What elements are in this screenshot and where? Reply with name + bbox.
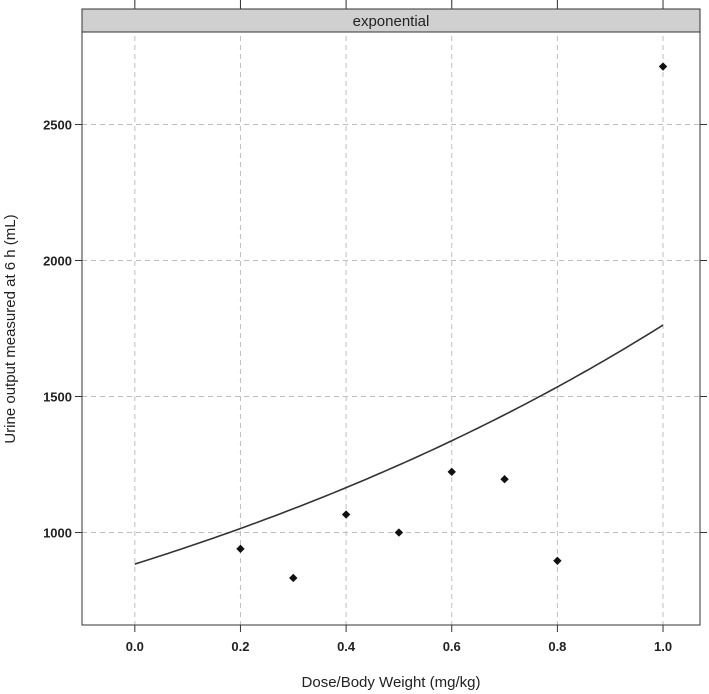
y-tick-label: 1000 bbox=[43, 526, 72, 541]
x-tick-label: 0.8 bbox=[548, 639, 566, 654]
x-tick-label: 0.4 bbox=[337, 639, 356, 654]
data-point bbox=[553, 556, 562, 566]
y-axis-title: Urine output measured at 6 h (mL) bbox=[2, 214, 19, 443]
gridlines bbox=[82, 0, 700, 625]
data-point bbox=[394, 528, 404, 537]
y-tick-label: 1500 bbox=[43, 390, 72, 405]
data-point bbox=[341, 510, 351, 519]
y-tick-label: 2500 bbox=[43, 117, 72, 132]
x-tick-label: 0.6 bbox=[443, 639, 461, 654]
data-point bbox=[289, 573, 298, 583]
plot-frame bbox=[81, 31, 701, 626]
data-point bbox=[658, 62, 668, 71]
data-point bbox=[236, 544, 245, 554]
data-points bbox=[236, 62, 668, 583]
x-tick-label: 0.0 bbox=[126, 639, 144, 654]
data-point bbox=[447, 467, 456, 477]
y-tick-label: 2000 bbox=[43, 253, 72, 268]
x-tick-label: 0.2 bbox=[231, 639, 249, 654]
fit-curve bbox=[134, 324, 664, 565]
x-tick-label: 1.0 bbox=[654, 639, 672, 654]
x-axis-title: Dose/Body Weight (mg/kg) bbox=[302, 674, 481, 691]
data-point bbox=[500, 474, 509, 484]
x-axis: 0.0 0.2 0.4 0.6 0.8 1.0 bbox=[126, 0, 672, 654]
y-axis: 1000 1500 2000 2500 bbox=[43, 117, 707, 541]
strip-label: exponential bbox=[353, 13, 430, 30]
